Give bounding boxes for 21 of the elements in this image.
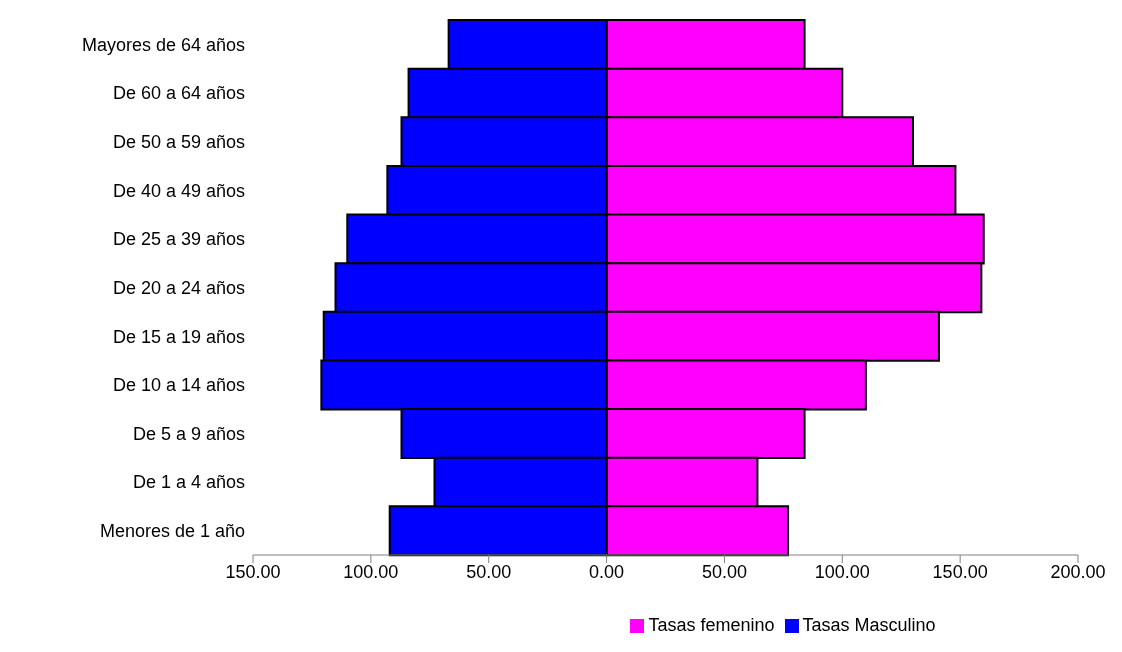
x-tick-label: 0.00 bbox=[589, 561, 625, 582]
x-tick-label: 150.00 bbox=[225, 561, 281, 582]
y-tick-label: Menores de 1 año bbox=[99, 521, 245, 542]
x-tick-label: 100.00 bbox=[814, 561, 870, 582]
y-tick-label: De 5 a 9 años bbox=[132, 423, 245, 444]
y-tick-label: De 1 a 4 años bbox=[132, 472, 245, 493]
y-tick-label: De 50 a 59 años bbox=[112, 131, 245, 152]
y-tick-label: De 60 a 64 años bbox=[112, 83, 245, 104]
x-tick-label: 50.00 bbox=[466, 561, 512, 582]
y-tick-label: De 20 a 24 años bbox=[112, 277, 245, 298]
legend-label: Tasas Masculino bbox=[802, 615, 936, 635]
legend-label: Tasas femenino bbox=[648, 615, 775, 635]
x-tick-label: 100.00 bbox=[343, 561, 399, 582]
y-tick-label: De 25 a 39 años bbox=[112, 229, 245, 250]
y-tick-label: De 15 a 19 años bbox=[112, 326, 245, 347]
x-tick-label: 150.00 bbox=[932, 561, 988, 582]
x-tick-label: 50.00 bbox=[701, 561, 747, 582]
x-tick-label: 200.00 bbox=[1050, 561, 1106, 582]
y-tick-label: De 40 a 49 años bbox=[112, 180, 245, 201]
y-tick-label: De 10 a 14 años bbox=[112, 375, 245, 396]
y-tick-label: Mayores de 64 años bbox=[81, 34, 245, 55]
